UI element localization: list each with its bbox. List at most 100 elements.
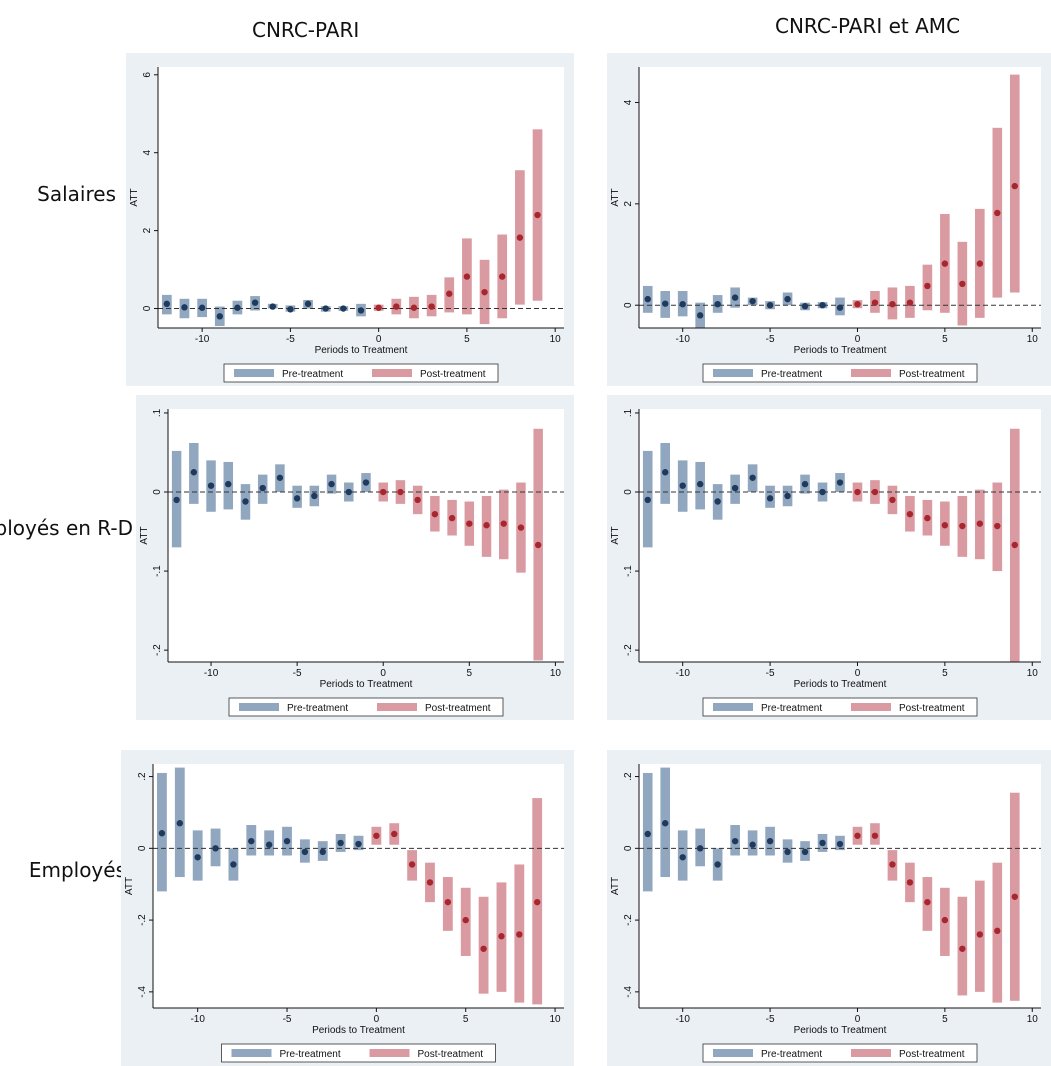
x-tick-label: 0 bbox=[376, 334, 382, 345]
post-treatment-point bbox=[446, 290, 453, 297]
y-tick-label: 4 bbox=[142, 149, 153, 155]
pre-treatment-point bbox=[212, 845, 219, 852]
post-treatment-point bbox=[889, 300, 896, 308]
post-treatment-point bbox=[483, 522, 490, 529]
x-tick-label: 0 bbox=[855, 334, 861, 345]
post-treatment-point bbox=[414, 496, 421, 504]
post-treatment-point bbox=[1011, 182, 1018, 190]
pre-treatment-point bbox=[287, 306, 294, 313]
post-treatment-point bbox=[854, 300, 861, 308]
x-axis-title: Periods to Treatment bbox=[794, 1025, 887, 1036]
post-treatment-point bbox=[481, 288, 488, 296]
pre-treatment-point bbox=[248, 837, 255, 845]
y-tick-label: 0 bbox=[137, 845, 148, 851]
y-tick-label: 4 bbox=[623, 99, 634, 105]
legend-swatch-pre bbox=[713, 1049, 753, 1057]
post-treatment-point bbox=[426, 879, 434, 886]
x-tick-label: 5 bbox=[463, 1014, 469, 1025]
post-treatment-point bbox=[994, 209, 1001, 217]
post-treatment-point bbox=[906, 510, 914, 518]
post-treatment-point bbox=[889, 861, 896, 868]
y-tick-label: -.4 bbox=[137, 986, 148, 998]
pre-treatment-point bbox=[345, 488, 352, 496]
plot-area bbox=[639, 67, 1041, 328]
pre-treatment-point bbox=[714, 498, 721, 505]
pre-treatment-point bbox=[766, 837, 774, 845]
post-treatment-point bbox=[373, 832, 380, 839]
post-treatment-point bbox=[500, 520, 507, 527]
legend-swatch-post bbox=[377, 703, 417, 711]
pre-treatment-point bbox=[801, 480, 809, 488]
post-treatment-point bbox=[924, 514, 931, 522]
pre-treatment-point bbox=[357, 307, 365, 314]
pre-treatment-point bbox=[784, 848, 791, 856]
legend-swatch-post bbox=[851, 369, 891, 377]
pre-treatment-point bbox=[679, 300, 686, 308]
x-tick-label: -10 bbox=[195, 334, 210, 345]
pre-treatment-point bbox=[714, 300, 721, 308]
chart-panel-employes-cnrc-pari: -10 -5 0 5 10 .2 0 -.2 -.4 Periods to Treatment AT… bbox=[121, 750, 574, 1066]
y-tick-label: 0 bbox=[152, 489, 163, 495]
pre-treatment-point bbox=[198, 304, 206, 311]
chart-svg: -10 -5 0 5 10 .1 0 -.1 -.2 Periods to Treatment AT… bbox=[610, 408, 1041, 717]
pre-treatment-point bbox=[662, 820, 669, 827]
post-treatment-point bbox=[391, 830, 398, 838]
pre-treatment-point bbox=[230, 861, 237, 868]
y-tick-label: 0 bbox=[623, 845, 634, 851]
post-treatment-point bbox=[534, 211, 541, 219]
legend-swatch-post bbox=[369, 1049, 410, 1057]
legend-label-pre: Pre-treatment bbox=[761, 369, 822, 380]
pre-treatment-point bbox=[644, 295, 651, 303]
x-tick-label: 5 bbox=[942, 668, 948, 679]
post-treatment-point bbox=[428, 303, 435, 310]
pre-treatment-point bbox=[190, 469, 198, 476]
x-tick-label: -5 bbox=[766, 668, 775, 679]
pre-treatment-point bbox=[819, 488, 826, 496]
post-treatment-point bbox=[941, 260, 949, 267]
pre-treatment-point bbox=[714, 861, 721, 868]
pre-treatment-point bbox=[158, 830, 166, 837]
y-axis-title: ATT bbox=[610, 526, 621, 544]
chart-panel-employes-cnrc-pari-amc: -10 -5 0 5 10 .2 0 -.2 -.4 Periods to Treatment AT… bbox=[607, 750, 1051, 1066]
post-treatment-point bbox=[375, 304, 382, 311]
legend-label-post: Post-treatment bbox=[420, 369, 486, 380]
post-treatment-point bbox=[462, 916, 469, 924]
post-treatment-point bbox=[906, 299, 914, 306]
legend-label-pre: Pre-treatment bbox=[280, 1049, 341, 1060]
legend-box bbox=[221, 1043, 496, 1063]
legend-box bbox=[702, 1043, 978, 1063]
x-tick-label: 10 bbox=[550, 1014, 562, 1025]
column-header-cnrc-pari: CNRC-PARI bbox=[252, 18, 360, 42]
pre-treatment-point bbox=[731, 484, 739, 492]
pre-treatment-point bbox=[766, 301, 774, 309]
pre-treatment-point bbox=[766, 495, 774, 502]
pre-treatment-point bbox=[662, 300, 669, 307]
post-treatment-point bbox=[889, 496, 896, 504]
x-axis-title: Periods to Treatment bbox=[312, 1025, 405, 1036]
post-treatment-point bbox=[393, 303, 400, 310]
chart-panel-rd-cnrc-pari: -10 -5 0 5 10 .1 0 -.1 -.2 Periods to Treatment AT… bbox=[136, 395, 574, 720]
y-tick-label: .1 bbox=[623, 408, 634, 417]
post-treatment-point bbox=[1011, 541, 1018, 549]
post-treatment-point bbox=[994, 522, 1001, 530]
pre-treatment-point bbox=[311, 492, 318, 500]
chart-svg: -10 -5 0 5 10 .1 0 -.1 -.2 Periods to Treatment AT… bbox=[139, 408, 564, 717]
y-axis-title: ATT bbox=[610, 188, 621, 206]
post-treatment-point bbox=[959, 522, 966, 530]
pre-treatment-point bbox=[819, 839, 826, 847]
pre-treatment-point bbox=[644, 496, 651, 504]
x-tick-label: 5 bbox=[467, 668, 473, 679]
pre-treatment-point bbox=[696, 845, 704, 852]
x-tick-label: 0 bbox=[374, 1014, 380, 1025]
post-treatment-point bbox=[431, 510, 439, 518]
legend-box bbox=[228, 697, 504, 717]
post-treatment-point bbox=[498, 933, 505, 940]
y-axis-title: ATT bbox=[139, 526, 150, 544]
pre-treatment-point bbox=[251, 299, 259, 306]
post-treatment-point bbox=[959, 280, 966, 288]
legend-swatch-post bbox=[851, 703, 891, 711]
x-tick-label: -10 bbox=[204, 668, 219, 679]
pre-treatment-point bbox=[322, 305, 329, 312]
legend-label-pre: Pre-treatment bbox=[761, 703, 822, 714]
legend-swatch-post bbox=[372, 369, 412, 377]
